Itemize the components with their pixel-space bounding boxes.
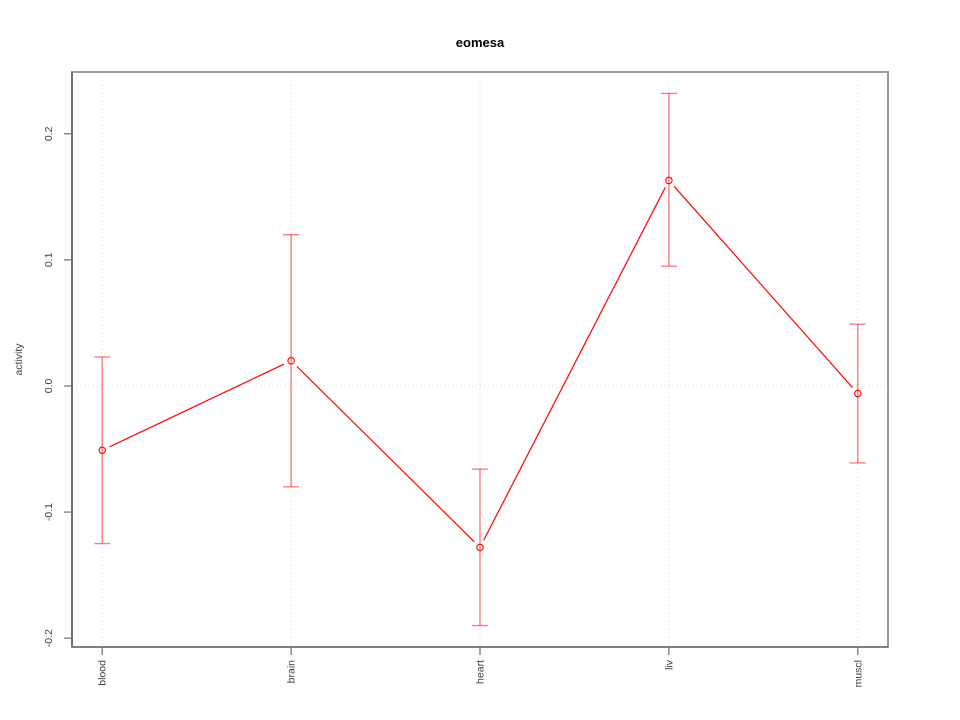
line-segment-1	[296, 365, 475, 543]
gridlines	[72, 72, 888, 647]
line-segment-3	[673, 186, 853, 388]
y-tick-label--0.1: -0.1	[43, 503, 55, 521]
data-point-liv	[665, 176, 673, 185]
y-axis-label: activity	[13, 343, 25, 376]
x-tick-label-heart: heart	[475, 660, 487, 684]
data-point-brain	[287, 357, 295, 365]
y-tick-label-0.1: 0.1	[43, 252, 55, 267]
data-point-markers	[98, 176, 862, 552]
x-tick-label-brain: brain	[286, 660, 298, 684]
data-point-blood	[98, 446, 106, 455]
error-bars	[94, 92, 866, 627]
line-segment-0	[109, 363, 285, 448]
line-segment-2	[483, 187, 666, 541]
y-tick-label-0.2: 0.2	[43, 126, 55, 141]
axis-tick-labels: -0.2 -0.1 0.0 0.1 0.2 blood brain heart liv muscl	[43, 126, 864, 687]
x-tick-label-muscl: muscl	[852, 660, 864, 687]
axis-ticks	[64, 133, 859, 655]
x-tick-label-liv: liv	[663, 659, 675, 670]
y-tick-label--0.2: -0.2	[43, 629, 55, 647]
y-tick-label-0.0: 0.0	[43, 379, 55, 394]
data-point-muscl	[854, 389, 862, 398]
data-point-heart	[476, 543, 484, 552]
series-line	[109, 186, 853, 543]
chart-title: eomesa	[456, 35, 505, 50]
x-tick-label-blood: blood	[97, 660, 109, 686]
